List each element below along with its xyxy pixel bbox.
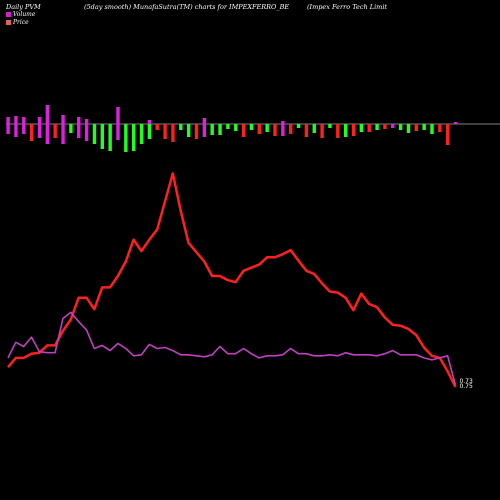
volume-bar-up	[453, 122, 458, 124]
legend-price-label: Price	[13, 19, 29, 26]
volume-bar-down	[343, 124, 348, 137]
volume-bar-up	[147, 120, 152, 124]
volume-bar-up	[77, 117, 81, 124]
volume-bar-down	[218, 124, 222, 135]
volume-bar-down	[234, 124, 238, 131]
legend-volume-swatch	[6, 12, 11, 17]
volume-bar-down	[194, 124, 199, 139]
volume-bar-down	[155, 124, 159, 130]
pvm-end-label: 0.75	[459, 383, 473, 390]
volume-bar-down	[241, 124, 246, 137]
volume-bar-down	[77, 124, 81, 138]
volume-bar-down	[320, 124, 324, 138]
volume-bar-down	[179, 124, 183, 130]
price-line	[7, 172, 457, 388]
volume-bar-down	[6, 124, 10, 134]
volume-bar-down	[406, 124, 411, 133]
volume-bar-down	[202, 124, 207, 137]
volume-bar-down	[61, 124, 65, 144]
volume-bars	[6, 105, 458, 152]
volume-bar-down	[257, 124, 261, 134]
volume-bar-down	[226, 124, 230, 129]
legend-volume: Volume	[6, 11, 35, 18]
volume-bar-up	[45, 105, 50, 124]
volume-bar-down	[249, 124, 254, 130]
volume-bar-down	[265, 124, 269, 132]
volume-bar-down	[375, 124, 379, 130]
volume-bar-up	[14, 116, 18, 124]
volume-bar-down	[367, 124, 371, 132]
header-right: (Impex Ferro Tech Limit	[307, 3, 388, 11]
volume-bar-down	[296, 124, 301, 128]
legend-price-swatch	[6, 20, 11, 25]
volume-bar-down	[147, 124, 152, 139]
volume-bar-down	[171, 124, 175, 142]
volume-bar-down	[398, 124, 403, 130]
volume-bar-down	[210, 124, 214, 135]
volume-bar-up	[281, 121, 285, 124]
volume-bar-down	[29, 124, 34, 141]
volume-bar-up	[37, 117, 42, 124]
volume-bar-down	[359, 124, 364, 132]
volume-bar-down	[391, 124, 395, 128]
volume-bar-down	[92, 124, 97, 144]
volume-bar-down	[312, 124, 316, 133]
volume-bar-down	[414, 124, 418, 131]
volume-bar-down	[273, 124, 277, 136]
volume-bar-down	[289, 124, 293, 134]
volume-bar-down	[422, 124, 426, 130]
volume-bar-down	[84, 124, 89, 141]
volume-bar-down	[430, 124, 434, 134]
volume-bar-down	[132, 124, 136, 151]
pvm-line	[7, 311, 457, 386]
volume-bar-down	[69, 124, 73, 133]
volume-bar-down	[14, 124, 18, 137]
legend-volume-label: Volume	[13, 11, 36, 18]
volume-bar-down	[446, 124, 450, 145]
volume-bar-down	[351, 124, 356, 136]
volume-bar-down	[383, 124, 387, 129]
volume-bar-down	[281, 124, 285, 136]
volume-bar-up	[61, 115, 65, 124]
volume-bar-up	[116, 107, 120, 124]
volume-bar-down	[53, 124, 57, 138]
volume-bar-down	[108, 124, 112, 151]
volume-bar-down	[124, 124, 128, 152]
volume-bar-down	[45, 124, 50, 144]
volume-bar-down	[139, 124, 144, 144]
legend-price: Price	[6, 19, 29, 26]
volume-bar-down	[37, 124, 42, 138]
volume-bar-up	[202, 118, 207, 124]
header-left: Daily PVM	[6, 3, 41, 11]
price-end-label: 0.73	[459, 378, 473, 385]
volume-bar-up	[6, 117, 10, 124]
volume-bar-up	[22, 117, 26, 124]
header-middle: (5day smooth) MunafaSutra(TM) charts for…	[84, 3, 290, 11]
volume-bar-down	[116, 124, 120, 140]
volume-bar-down	[186, 124, 191, 137]
volume-bar-down	[100, 124, 104, 149]
volume-bar-down	[328, 124, 332, 128]
volume-bar-up	[84, 119, 89, 124]
volume-bar-down	[22, 124, 26, 134]
volume-bar-down	[304, 124, 309, 137]
volume-bar-down	[438, 124, 442, 132]
volume-bar-down	[336, 124, 340, 138]
volume-bar-down	[163, 124, 167, 139]
